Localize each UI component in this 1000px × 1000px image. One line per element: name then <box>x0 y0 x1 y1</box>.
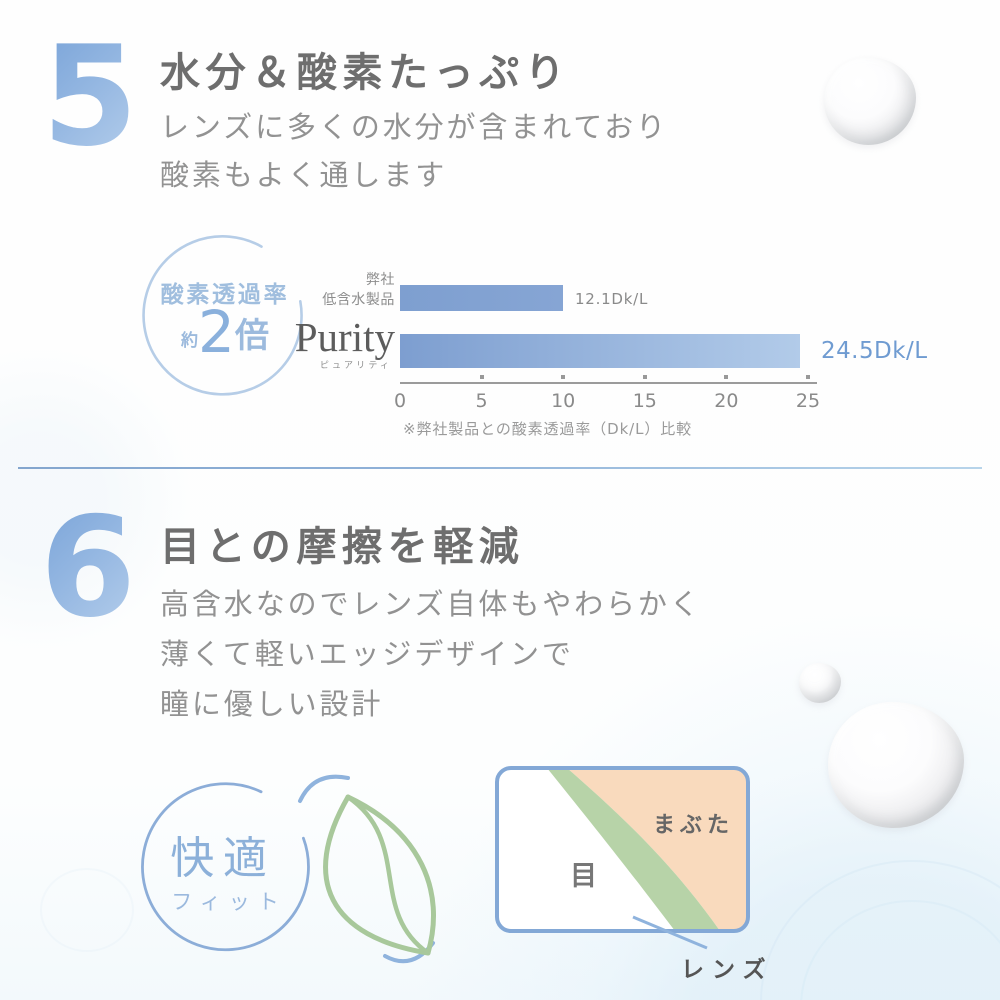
diagram-eyelid-area <box>567 768 748 931</box>
axis-tick-label: 10 <box>551 390 576 412</box>
section-body-line: 瞳に優しい設計 <box>160 687 384 721</box>
badge-value: 2 <box>198 298 235 366</box>
axis-tick-label: 0 <box>393 390 407 412</box>
water-droplet-small-icon <box>799 663 841 703</box>
axis-tick-dot <box>561 375 566 379</box>
chart-plot-area: 0 5 10 15 20 25 <box>394 265 820 445</box>
badge-main-label: 快適 <box>170 833 276 884</box>
axis-tick-label: 25 <box>795 390 821 412</box>
chart-category-line: 低含水製品 <box>322 292 395 309</box>
badge-circle-icon <box>142 235 303 396</box>
section-body-line: 薄くて軽いエッジデザインで <box>160 637 574 671</box>
soft-lens-leaf-icon <box>298 774 437 964</box>
section-body-line: レンズに多くの水分が含まれており <box>160 110 669 144</box>
section-body-line: 酸素もよく通します <box>160 158 448 192</box>
diagram-lens-label: レンズ <box>681 956 774 983</box>
diagram-border <box>495 766 750 933</box>
chart-note: ※弊社製品との酸素透過率（Dk/L）比較 <box>403 420 693 438</box>
badge-unit: 倍 <box>234 316 269 356</box>
axis-tick-dot <box>806 375 810 379</box>
section-body-line: 高含水なのでレンズ自体もやわらかく <box>160 587 702 621</box>
axis-tick-dot <box>724 375 729 379</box>
bar-value-label: 24.5Dk/L <box>821 338 928 364</box>
axis-tick-dot <box>479 375 484 379</box>
badge-label: 酸素透過率 <box>160 282 290 308</box>
comfort-fit-badge: 快適 フィット <box>135 776 317 958</box>
bar-value-label: 12.1Dk/L <box>575 290 649 308</box>
badge-circle-icon <box>141 782 310 952</box>
section-5: 5 水分＆酸素たっぷり レンズに多くの水分が含まれており 酸素もよく通します 酸… <box>0 0 1000 467</box>
brand-logo: Purity <box>294 314 395 360</box>
water-droplet-large-icon <box>828 702 964 828</box>
chart-category-brand: Purity ピュアリティ <box>291 314 395 372</box>
badge-value-row: 約 2 倍 <box>181 303 269 361</box>
chart-category-company: 弊社 低含水製品 <box>305 270 395 311</box>
axis-tick-label: 20 <box>714 390 739 412</box>
badge-approx: 約 <box>181 331 199 351</box>
bar-company <box>400 285 564 311</box>
water-ripple <box>40 868 134 952</box>
axis-tick-dot <box>642 375 647 379</box>
brand-ruby: ピュアリティ <box>319 361 393 371</box>
lens-pointer-line <box>632 915 708 950</box>
section-6: 6 目との摩擦を軽減 高含水なのでレンズ自体もやわらかく 薄くて軽いエッジデザイ… <box>0 469 1000 1000</box>
section-number: 6 <box>40 487 137 648</box>
bar-purity <box>400 334 800 368</box>
axis-tick-label: 15 <box>632 390 657 412</box>
section-title: 水分＆酸素たっぷり <box>160 50 571 96</box>
oxygen-badge: 酸素透過率 約 2 倍 <box>137 227 313 403</box>
section-number: 5 <box>42 16 139 177</box>
diagram-lens-band <box>547 768 720 931</box>
water-droplet-icon <box>824 57 916 145</box>
eye-lens-diagram: 目 まぶた レンズ <box>495 766 774 983</box>
axis-tick-label: 5 <box>475 390 488 412</box>
section-divider <box>18 467 982 469</box>
chart-category-line: 弊社 <box>365 272 395 288</box>
badge-sub-label: フィット <box>171 890 287 914</box>
section-title: 目との摩擦を軽減 <box>160 524 525 570</box>
diagram-eyelid-label: まぶた <box>653 813 734 838</box>
oxygen-permeability-chart: 弊社 低含水製品 Purity ピュアリティ 0 5 10 15 20 25 12.1Dk… <box>295 265 927 445</box>
chart-axis: 0 5 10 15 20 25 <box>394 375 821 414</box>
diagram-eye-label: 目 <box>570 861 597 892</box>
